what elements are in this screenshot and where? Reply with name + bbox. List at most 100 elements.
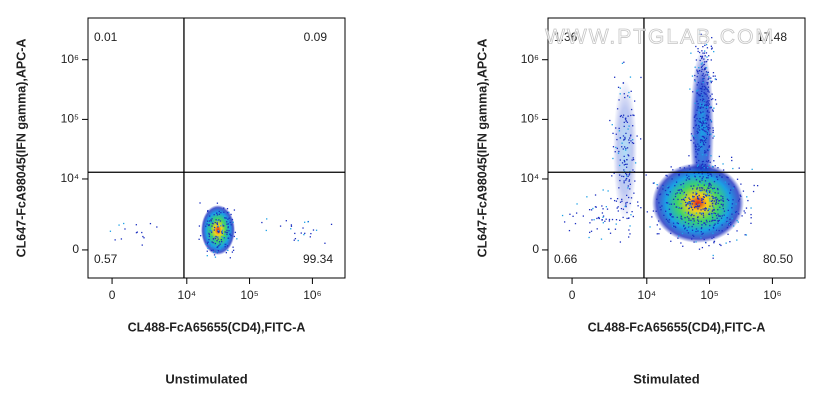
dot [751, 168, 753, 171]
dot [708, 124, 710, 126]
dot [677, 220, 680, 222]
dot [704, 209, 706, 211]
dot [696, 75, 698, 78]
dot [716, 178, 719, 181]
dot [634, 180, 636, 182]
dot [707, 167, 709, 169]
dot [304, 221, 306, 223]
dot [703, 140, 705, 142]
dot [629, 233, 631, 235]
dot [709, 212, 711, 214]
charts: 0 10⁴ 10⁵ 10⁶ 0 10⁴ 10⁵ 10⁶ 0.01 0.09 0.57 99.34 CL4… [14, 17, 806, 386]
dot [666, 175, 668, 177]
dot [701, 128, 703, 130]
dot [629, 183, 632, 185]
dot [616, 207, 618, 209]
x-axis-title: CL488-FcA65655(CD4),FITC-A [588, 320, 766, 334]
dot [745, 207, 748, 209]
y-tick-label: 10⁵ [521, 112, 539, 126]
dot [700, 144, 702, 146]
dot [324, 242, 326, 244]
dot [696, 165, 699, 167]
dot [704, 125, 706, 127]
dot [688, 217, 690, 220]
dot [658, 202, 660, 204]
dot [726, 198, 729, 200]
dot [307, 221, 309, 223]
dot [700, 139, 702, 141]
dot [685, 203, 687, 206]
dot [697, 105, 699, 108]
dot [705, 127, 708, 129]
dot [717, 202, 719, 205]
dot [711, 165, 714, 168]
dot [698, 159, 700, 162]
dot [700, 105, 702, 107]
dot [681, 232, 684, 235]
dot [682, 182, 685, 185]
dot [692, 223, 695, 226]
dot [625, 117, 627, 119]
dot [707, 90, 709, 92]
dot [615, 127, 617, 129]
dot [708, 187, 710, 190]
dot [206, 250, 208, 252]
dot [692, 91, 694, 93]
dot [708, 194, 710, 197]
dot [693, 116, 696, 118]
dot [730, 189, 732, 191]
dot [701, 68, 703, 70]
dot [706, 106, 708, 108]
dot [704, 202, 707, 204]
dot [701, 246, 704, 249]
dot [231, 251, 234, 253]
dot [710, 121, 713, 123]
dot [705, 118, 707, 120]
dot [630, 90, 632, 92]
dot [667, 185, 669, 188]
dot [630, 134, 632, 136]
dot [674, 185, 676, 187]
dot [670, 232, 672, 235]
dot [678, 174, 680, 177]
y-tick-label: 10⁵ [61, 112, 79, 126]
x-tick-label: 10⁵ [240, 288, 258, 302]
dot [692, 218, 694, 220]
dot [700, 95, 702, 97]
dot [713, 240, 716, 242]
dot [149, 222, 152, 225]
dot [623, 169, 625, 171]
dot [722, 163, 724, 165]
dot [626, 217, 628, 220]
dot [602, 216, 604, 218]
dot [212, 241, 214, 244]
dot [720, 208, 722, 210]
dot [330, 223, 333, 226]
dot [688, 227, 691, 229]
dot [701, 139, 703, 141]
dot [213, 229, 215, 231]
dot [721, 224, 723, 226]
dot [214, 242, 217, 245]
dot [198, 238, 200, 240]
dot [699, 212, 701, 214]
dot [731, 203, 734, 205]
quadrant-percent: 0.09 [304, 30, 328, 44]
dot [703, 193, 705, 195]
dot [706, 131, 709, 134]
dot [617, 86, 620, 88]
scatter-dots [109, 29, 759, 259]
dot [634, 162, 637, 164]
dot [626, 121, 629, 123]
dot [207, 209, 209, 212]
dot [710, 200, 713, 203]
dot [698, 172, 700, 174]
dot [628, 196, 630, 199]
dot [697, 48, 699, 50]
dot [618, 127, 620, 130]
dot [625, 147, 627, 150]
dot [660, 209, 662, 211]
dot [675, 181, 678, 183]
dot [714, 212, 717, 215]
